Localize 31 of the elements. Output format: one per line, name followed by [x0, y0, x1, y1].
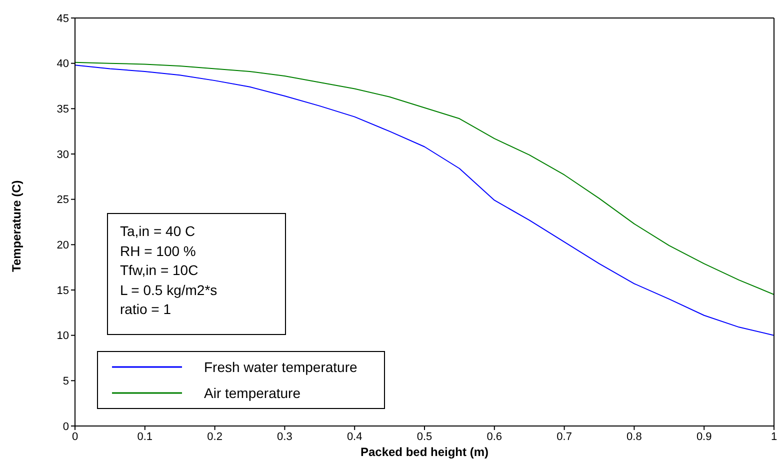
x-tick-label: 0.5 — [416, 430, 432, 443]
y-tick-label: 25 — [56, 194, 69, 206]
annotation: RH = 100 % — [120, 242, 197, 260]
x-tick-label: 1 — [770, 430, 778, 443]
x-tick-label: 0 — [72, 430, 78, 443]
annotation: Tfw,in = 10C — [120, 261, 200, 280]
line-series — [75, 64, 774, 336]
y-tick-label: 0 — [62, 420, 69, 433]
y-tick-label: 45 — [56, 12, 69, 25]
y-axis-title: Temperature (C) — [9, 180, 24, 272]
y-tick-label: 35 — [56, 104, 69, 116]
y-tick-label: 40 — [56, 58, 69, 70]
y-tick-label: 15 — [56, 284, 69, 297]
y-tick-label: 30 — [56, 148, 69, 161]
annotation: ratio = 1 — [120, 300, 172, 319]
legend-label: Air temperature — [204, 384, 300, 403]
x-tick-label: 0.3 — [277, 430, 292, 443]
x-tick-label: 0.8 — [626, 430, 642, 443]
x-tick-label: 0.4 — [346, 430, 362, 443]
y-tick-label: 10 — [56, 330, 69, 342]
x-tick-label: 0.6 — [486, 430, 502, 443]
legend-label: Fresh water temperature — [204, 358, 358, 377]
x-axis-title: Packed bed height (m) — [360, 445, 489, 459]
x-tick-label: 0.9 — [696, 430, 712, 443]
x-tick-label: 0.1 — [137, 430, 153, 443]
annotation: L = 0.5 kg/m2*s — [120, 280, 218, 300]
y-tick-label: 20 — [56, 240, 69, 252]
y-tick-label: 5 — [62, 376, 69, 388]
x-tick-label: 0.2 — [207, 430, 222, 443]
x-tick-label: 0.7 — [556, 430, 572, 443]
annotation: Ta,in = 40 C — [120, 222, 196, 241]
